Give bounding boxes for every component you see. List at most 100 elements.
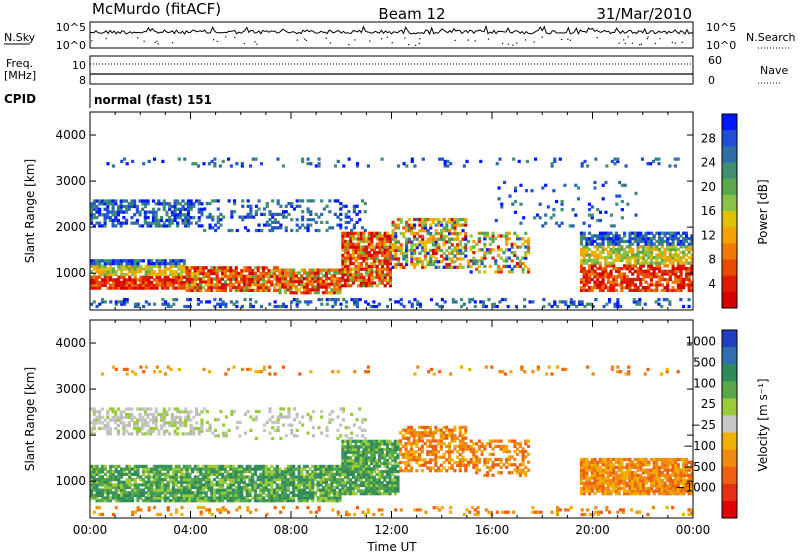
range-time-cell bbox=[346, 478, 350, 482]
range-time-cell bbox=[339, 207, 343, 211]
range-time-cell bbox=[450, 237, 454, 241]
range-time-cell bbox=[351, 273, 355, 277]
range-time-cell bbox=[196, 266, 200, 270]
range-time-cell bbox=[687, 267, 691, 271]
range-time-cell bbox=[370, 467, 374, 471]
range-time-cell bbox=[199, 288, 203, 293]
range-time-cell bbox=[242, 480, 247, 484]
range-time-cell bbox=[292, 493, 296, 498]
range-time-cell bbox=[590, 239, 594, 244]
range-time-cell bbox=[491, 473, 495, 477]
nsearch-dot bbox=[305, 39, 308, 41]
range-time-cell bbox=[434, 463, 438, 467]
range-time-cell bbox=[380, 450, 384, 454]
range-time-cell bbox=[614, 256, 619, 260]
range-time-cell bbox=[254, 212, 258, 217]
range-time-cell bbox=[301, 223, 305, 227]
range-time-cell bbox=[372, 464, 376, 468]
range-time-cell bbox=[407, 431, 411, 435]
range-time-cell bbox=[393, 475, 397, 479]
range-time-cell bbox=[141, 267, 145, 271]
range-time-cell bbox=[193, 478, 197, 482]
range-time-cell bbox=[338, 496, 342, 500]
range-time-cell bbox=[106, 286, 110, 290]
range-time-cell bbox=[335, 496, 339, 500]
range-time-cell bbox=[421, 217, 425, 222]
range-time-cell bbox=[443, 159, 447, 164]
range-time-cell bbox=[158, 264, 162, 268]
range-time-cell bbox=[370, 442, 374, 446]
range-time-cell bbox=[303, 496, 307, 500]
range-time-cell bbox=[157, 224, 161, 228]
range-time-cell bbox=[585, 245, 589, 249]
range-time-cell bbox=[189, 202, 193, 206]
range-time-cell bbox=[229, 464, 233, 469]
range-time-cell bbox=[330, 288, 334, 292]
range-time-cell bbox=[341, 242, 345, 246]
range-time-cell bbox=[213, 157, 217, 161]
range-time-cell bbox=[601, 242, 605, 246]
range-time-cell bbox=[155, 480, 159, 484]
nsearch-dot bbox=[623, 39, 625, 41]
range-time-cell bbox=[256, 269, 260, 273]
range-time-cell bbox=[108, 202, 112, 206]
range-time-cell bbox=[426, 466, 430, 470]
range-time-cell bbox=[246, 228, 250, 233]
range-time-cell bbox=[375, 445, 379, 449]
range-time-cell bbox=[604, 261, 608, 265]
range-time-cell bbox=[221, 480, 225, 484]
range-time-cell bbox=[690, 234, 694, 238]
range-time-cell bbox=[341, 231, 345, 235]
range-time-cell bbox=[141, 478, 146, 482]
range-time-cell bbox=[283, 491, 288, 495]
range-time-cell bbox=[458, 243, 462, 247]
range-time-cell bbox=[292, 496, 296, 500]
range-time-cell bbox=[378, 453, 382, 457]
range-time-cell bbox=[161, 488, 165, 492]
range-time-cell bbox=[577, 186, 581, 190]
range-time-cell bbox=[359, 245, 363, 249]
range-time-cell bbox=[423, 425, 427, 430]
range-time-cell bbox=[122, 281, 126, 285]
range-time-cell bbox=[671, 288, 675, 293]
range-time-cell bbox=[221, 159, 225, 164]
range-time-cell bbox=[510, 245, 514, 249]
range-time-cell bbox=[196, 467, 200, 471]
range-time-cell bbox=[267, 496, 271, 500]
range-time-cell bbox=[442, 226, 446, 230]
range-time-cell bbox=[199, 483, 203, 487]
range-time-cell bbox=[188, 298, 192, 302]
range-time-cell bbox=[676, 267, 680, 271]
range-time-cell bbox=[136, 267, 140, 271]
range-time-cell bbox=[150, 488, 154, 492]
range-time-cell bbox=[122, 204, 126, 209]
range-time-cell bbox=[447, 444, 452, 448]
range-time-cell bbox=[190, 288, 195, 293]
range-time-cell bbox=[186, 202, 191, 206]
range-time-cell bbox=[125, 298, 129, 302]
range-time-cell bbox=[373, 270, 377, 274]
range-time-cell bbox=[415, 217, 419, 222]
range-time-cell bbox=[472, 447, 476, 451]
range-time-cell bbox=[219, 223, 223, 227]
range-time-cell bbox=[662, 298, 666, 302]
range-time-cell bbox=[264, 475, 268, 479]
range-time-cell bbox=[245, 475, 249, 479]
range-time-cell bbox=[229, 164, 233, 168]
range-time-cell bbox=[684, 245, 689, 249]
range-time-cell bbox=[373, 262, 377, 266]
range-time-cell bbox=[333, 212, 337, 217]
range-time-cell bbox=[232, 480, 236, 484]
range-time-cell bbox=[328, 210, 332, 214]
range-time-cell bbox=[182, 264, 186, 268]
range-time-cell bbox=[141, 470, 146, 474]
range-time-cell bbox=[560, 199, 564, 204]
range-time-cell bbox=[649, 272, 654, 276]
range-time-cell bbox=[185, 464, 189, 469]
range-time-cell bbox=[344, 304, 349, 309]
range-time-cell bbox=[510, 242, 514, 246]
range-time-cell bbox=[177, 283, 181, 287]
range-time-cell bbox=[160, 278, 165, 282]
nsearch-dot bbox=[647, 36, 649, 38]
range-time-cell bbox=[346, 278, 350, 282]
